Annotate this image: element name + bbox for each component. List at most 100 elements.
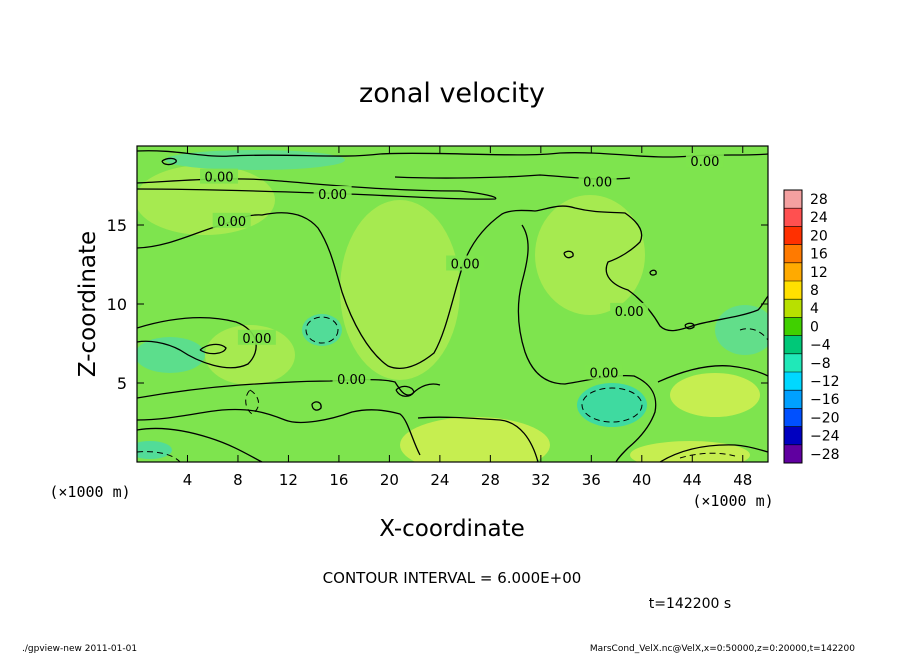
field-shading: 0.00 0.00 0.00 0.00 0.00 0.00 0.00 0.00 0.00 0.00 [137,146,768,462]
colorbar-swatch [784,226,802,245]
colorbar-swatch [784,208,802,227]
colorbar-swatch [784,426,802,445]
colorbar-label: 0 [810,319,819,335]
x-tick-label: 20 [380,471,399,489]
contour-label: 0.00 [205,171,234,186]
contour-line [657,365,768,383]
contour-line [199,343,227,355]
x-tick-label: 44 [683,471,702,489]
time-stamp: t=142200 s [649,596,731,612]
colorbar-swatch [784,335,802,354]
cyan-patch [137,441,172,459]
contour-line [684,322,695,330]
x-axis-title: X-coordinate [379,516,525,542]
colorbar-label: 4 [810,301,819,317]
contour-labels: 0.00 0.00 0.00 0.00 0.00 0.00 0.00 0.00 0.00 0.00 [200,152,724,388]
contour-line [581,387,643,423]
contour-label: 0.00 [337,373,366,388]
contour-label-bg [685,152,724,168]
y-axis: 5 10 15 [107,216,768,393]
light-patch [630,441,750,462]
contour-line [649,269,657,276]
contour-line [137,178,497,200]
y-axis-title: Z-coordinate [75,231,101,377]
contour-label: 0.00 [583,175,612,190]
y-tick-label: 15 [107,216,127,235]
x-tick-label: 40 [632,471,651,489]
contour-label-bg [212,212,251,228]
colorbar-label: −28 [810,447,840,463]
colorbar-label: −4 [810,338,831,354]
contour-label-bg [200,168,239,184]
colorbar-swatch [784,372,802,391]
colorbar-swatch [784,244,802,263]
x-tick-label: 36 [582,471,601,489]
contour-line [311,401,322,411]
contour-interval-note: CONTOUR INTERVAL = 6.000E+00 [323,569,582,587]
contour-label: 0.00 [217,215,246,230]
x-tick-label: 32 [531,471,550,489]
y-tick-label: 5 [117,374,127,393]
light-patch [340,200,460,380]
z-axis-unit: (×1000 m) [49,483,130,501]
contour-line [137,408,421,456]
light-patch [670,373,760,417]
contour-line [305,316,339,344]
colorbar-swatch [784,190,802,209]
cyan-patch [137,337,205,373]
colorbar-label: −16 [810,392,840,408]
x-tick-label: 16 [329,471,348,489]
colorbar-swatch [784,262,802,281]
colorbar-swatch [784,281,802,300]
negative-contours [137,316,768,462]
contour-label-bg [446,255,485,271]
contour-line [137,427,263,462]
chart-title: zonal velocity [359,78,545,109]
colorbar-swatch [784,408,802,427]
colorbar-label: 24 [810,210,828,226]
contour-label: 0.00 [589,367,618,382]
cyan-patch [302,314,342,346]
contour-label-bg [237,329,276,345]
x-tick-label: 12 [279,471,298,489]
contour-line [161,157,177,166]
colorbar-swatch [784,299,802,318]
colorbar-swatch [784,390,802,409]
contour-label-bg [578,173,617,189]
colorbar-label: 8 [810,283,819,299]
contour-label: 0.00 [451,258,480,273]
contour-label-bg [610,302,649,318]
contour-label-bg [332,370,371,386]
colorbar-frame [783,189,803,464]
plot-area: 0.000.000.000.000.000.000.000.000.00 0.00… [107,145,769,489]
contour-line [417,416,539,462]
contour-label: 0.00 [615,305,644,320]
colorbar-swatch [784,353,802,372]
contour-line [679,452,736,459]
colorbar-label: −12 [810,374,840,390]
x-tick-label: 24 [430,471,449,489]
contour-line [137,205,768,369]
y-tick-label: 10 [107,295,127,314]
contour-line [563,250,574,259]
colorbar-swatch [784,317,802,336]
colorbar-swatch [784,444,802,463]
contour-label: 0.00 [242,332,271,347]
contour-line [395,385,415,397]
colorbar-label: −8 [810,356,831,372]
colorbar-label: 20 [810,228,828,244]
contour-label: 0.00 [318,188,347,203]
contour-label-bg [313,185,352,201]
x-tick-label: 28 [481,471,500,489]
cyan-patch [577,383,647,427]
light-patch [400,417,550,462]
footer-right: MarsCond_VelX.nc@VelX,x=0:50000,z=0:2000… [590,644,855,654]
colorbar-label: −24 [810,429,840,445]
x-tick-label: 48 [733,471,752,489]
x-axis-unit: (×1000 m) [692,492,773,510]
cyan-patch [715,305,768,355]
colorbar-label: −20 [810,410,840,426]
x-axis: 4 8 12 16 20 24 28 32 36 40 44 48 [183,146,752,489]
contour-line [137,451,181,462]
